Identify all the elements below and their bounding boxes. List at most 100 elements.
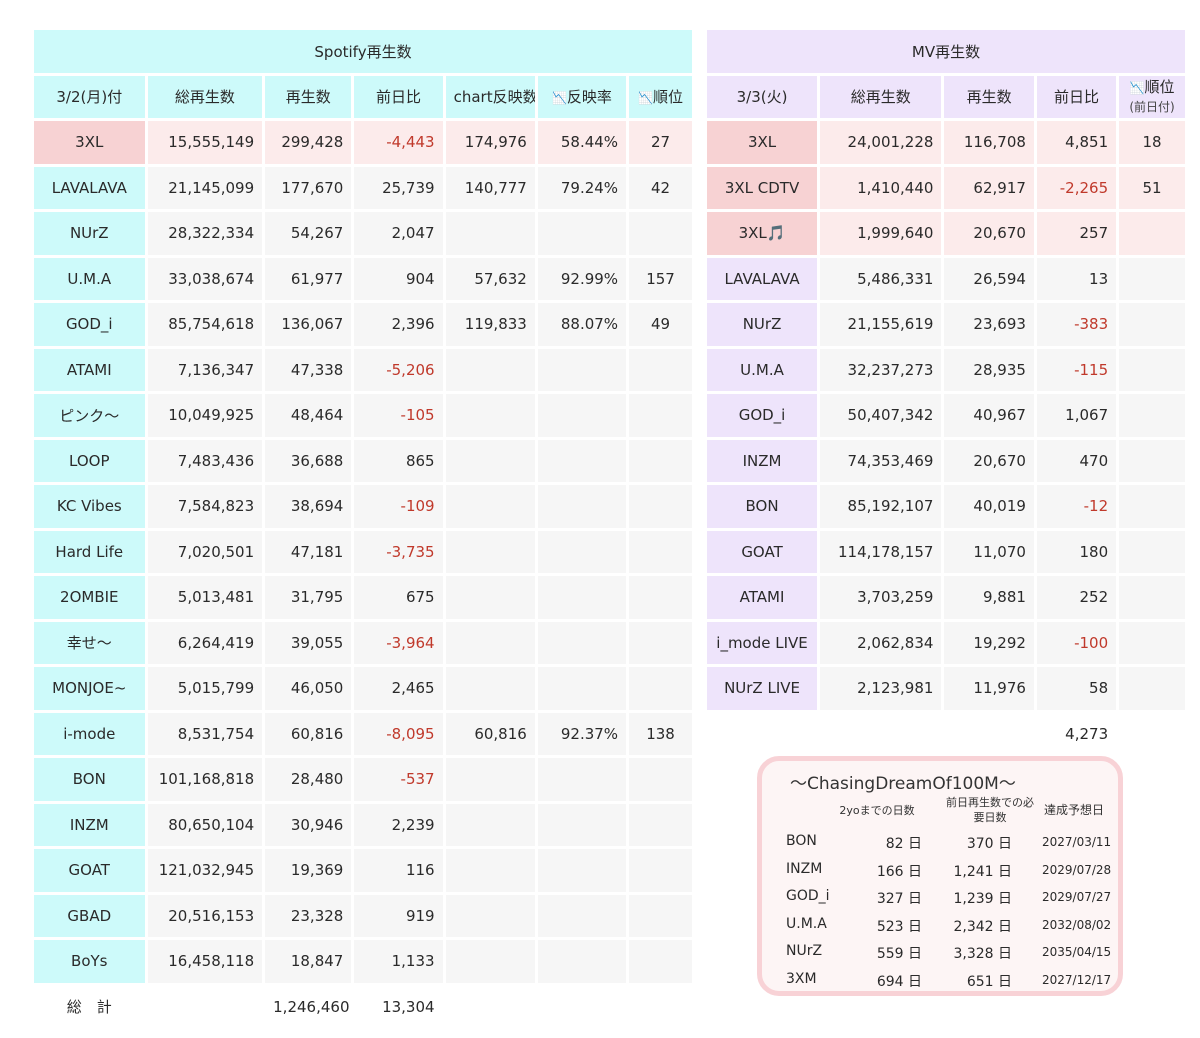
spotify-table: Spotify再生数 3/2(月)付 総再生数 再生数 前日比 chart反映数…: [31, 27, 695, 1031]
chart-count: [445, 849, 535, 892]
video-name: U.M.A: [707, 348, 818, 391]
mv-row: 3XL 24,001,228 116,708 4,851 18: [707, 121, 1185, 164]
spotify-row: BoYs 16,458,118 18,847 1,133: [34, 940, 692, 983]
spotify-chart-header: chart反映数: [445, 75, 535, 118]
mv-row: BON 85,192,107 40,019 -12: [707, 485, 1185, 528]
video-name: BON: [707, 485, 818, 528]
video-name: 3XL🎵: [707, 212, 818, 255]
daily-views: 23,693: [944, 303, 1034, 346]
song-name: 3XL: [34, 121, 145, 164]
total-views: 2,123,981: [820, 667, 942, 710]
chart-count: [445, 940, 535, 983]
spotify-total-plays: 1,246,460: [273, 997, 350, 1016]
spotify-row: GOD_i 85,754,618 136,067 2,396 119,833 88.07%…: [34, 303, 692, 346]
chasing-date: 2027/03/11: [1042, 835, 1112, 849]
total-plays: 21,145,099: [147, 166, 263, 209]
song-name: BoYs: [34, 940, 145, 983]
spotify-row: LOOP 7,483,436 36,688 865: [34, 439, 692, 482]
spotify-row: KC Vibes 7,584,823 38,694 -109: [34, 485, 692, 528]
mv-row: GOD_i 50,407,342 40,967 1,067: [707, 394, 1185, 437]
daily-plays: 18,847: [265, 940, 352, 983]
mv-plays-header: 再生数: [944, 75, 1034, 118]
rank: [1119, 212, 1185, 255]
chasing-song-name: 3XM: [786, 971, 817, 987]
total-plays: 10,049,925: [147, 394, 263, 437]
chart-count: [445, 212, 535, 255]
spotify-row: BON 101,168,818 28,480 -537: [34, 758, 692, 801]
total-views: 114,178,157: [820, 530, 942, 573]
total-plays: 33,038,674: [147, 257, 263, 300]
song-name: LOOP: [34, 439, 145, 482]
total-views: 85,192,107: [820, 485, 942, 528]
total-plays: 80,650,104: [147, 803, 263, 846]
chasing-days: 82 日: [885, 836, 922, 852]
spotify-plays-header: 再生数: [265, 75, 352, 118]
spotify-row: ピンク〜 10,049,925 48,464 -105: [34, 394, 692, 437]
chasing-need-header: 前日再生数での必 要日数: [946, 796, 1034, 824]
total-views: 1,410,440: [820, 166, 942, 209]
chasing-row: GOD_i 327 日 1,239 日 2029/07/27: [762, 888, 1118, 914]
total-views: 21,155,619: [820, 303, 942, 346]
chart-count: [445, 485, 535, 528]
song-name: BON: [34, 758, 145, 801]
chart-rank: [629, 940, 692, 983]
total-plays: 7,483,436: [147, 439, 263, 482]
video-name: NUrZ LIVE: [707, 667, 818, 710]
spotify-row: i-mode 8,531,754 60,816 -8,095 60,816 92.37% 1…: [34, 712, 692, 755]
total-plays: 6,264,419: [147, 621, 263, 664]
chasing-days: 166 日: [876, 863, 922, 880]
chasing-days: 523 日: [876, 918, 922, 935]
mv-total-header: 総再生数: [820, 75, 942, 118]
chasing-needed-days: 1,241 日: [953, 863, 1012, 880]
chart-count: [445, 439, 535, 482]
daily-plays: 19,369: [265, 849, 352, 892]
chart-rate: [537, 576, 627, 619]
spotify-row: 2OMBIE 5,013,481 31,795 675: [34, 576, 692, 619]
total-plays: 20,516,153: [147, 894, 263, 937]
spotify-title: Spotify再生数: [34, 30, 692, 73]
video-name: INZM: [707, 439, 818, 482]
chasing-row: BON 82 日 370 日 2027/03/11: [762, 833, 1118, 859]
chart-count: 57,632: [445, 257, 535, 300]
rank: [1119, 667, 1185, 710]
chart-rank: [629, 667, 692, 710]
mv-row: 3XL CDTV 1,410,440 62,917 -2,265 51: [707, 166, 1185, 209]
day-diff: 865: [354, 439, 443, 482]
day-diff: -3,964: [354, 621, 443, 664]
daily-plays: 38,694: [265, 485, 352, 528]
chart-rate: [537, 894, 627, 937]
spotify-row: MONJOE~ 5,015,799 46,050 2,465: [34, 667, 692, 710]
mv-rank-header: 📉順位 (前日付): [1119, 75, 1185, 118]
day-diff: 252: [1036, 576, 1117, 619]
day-diff: -537: [354, 758, 443, 801]
mv-row: U.M.A 32,237,273 28,935 -115: [707, 348, 1185, 391]
rank: [1119, 621, 1185, 664]
total-plays: 85,754,618: [147, 303, 263, 346]
total-plays: 7,020,501: [147, 530, 263, 573]
day-diff: -100: [1036, 621, 1117, 664]
spotify-total-header: 総再生数: [147, 75, 263, 118]
total-views: 32,237,273: [820, 348, 942, 391]
song-name: ピンク〜: [34, 394, 145, 437]
spotify-row: 3XL 15,555,149 299,428 -4,443 174,976 58.44% 2…: [34, 121, 692, 164]
chasing-row: INZM 166 日 1,241 日 2029/07/28: [762, 861, 1118, 887]
day-diff: 904: [354, 257, 443, 300]
day-diff: 2,239: [354, 803, 443, 846]
day-diff: 675: [354, 576, 443, 619]
daily-plays: 60,816: [265, 712, 352, 755]
chart-rate: [537, 348, 627, 391]
chasing-row: 3XM 694 日 651 日 2027/12/17: [762, 971, 1118, 997]
spotify-row: INZM 80,650,104 30,946 2,239: [34, 803, 692, 846]
day-diff: 2,396: [354, 303, 443, 346]
mv-row: i_mode LIVE 2,062,834 19,292 -100: [707, 621, 1185, 664]
rank: [1119, 439, 1185, 482]
chasing-song-name: NUrZ: [786, 943, 823, 960]
chasing-date: 2027/12/17: [1042, 973, 1112, 987]
song-name: NUrZ: [34, 212, 145, 255]
spotify-diff-header: 前日比: [354, 75, 443, 118]
video-name: GOD_i: [707, 394, 818, 437]
day-diff: 4,851: [1036, 121, 1117, 164]
spotify-row: GBAD 20,516,153 23,328 919: [34, 894, 692, 937]
song-name: KC Vibes: [34, 485, 145, 528]
total-views: 3,703,259: [820, 576, 942, 619]
